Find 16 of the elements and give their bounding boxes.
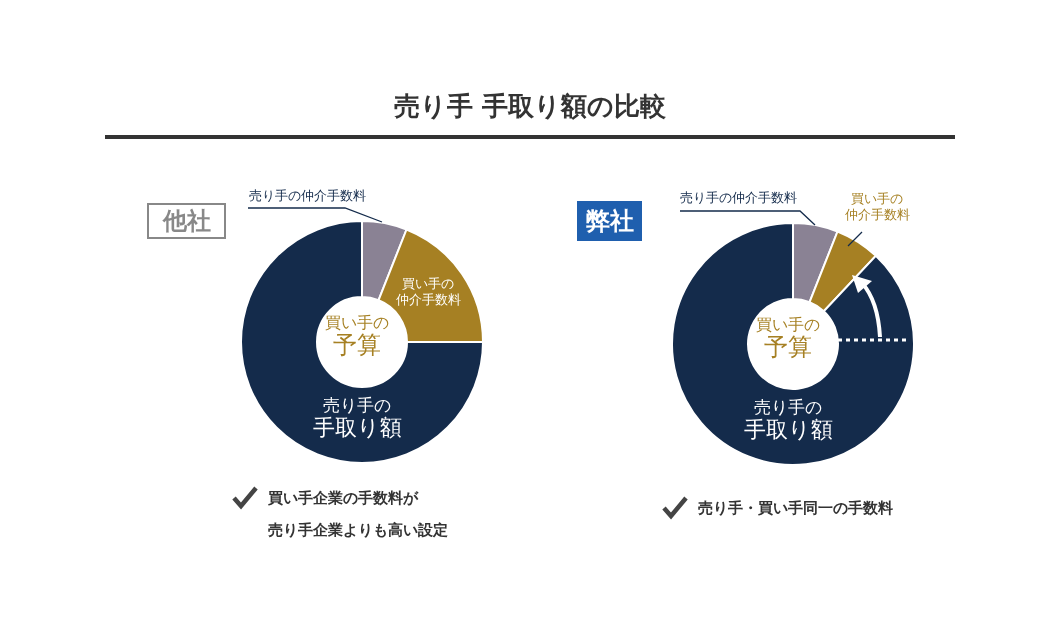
slice-label: 買い手の仲介手数料: [844, 191, 910, 223]
slice-label: 売り手の仲介手数料: [679, 190, 797, 206]
text: 弊社: [577, 201, 642, 241]
slice-label: 売り手の仲介手数料: [248, 188, 366, 204]
text: 買い手企業の手数料が: [268, 488, 418, 508]
text: 他社: [147, 203, 226, 239]
slice-label: 買い手の仲介手数料: [395, 275, 461, 309]
text: 買い手の予算: [756, 315, 820, 362]
text: 売り手・買い手同一の手数料: [698, 498, 893, 518]
donut-slice: [240, 220, 484, 464]
slice-label: 売り手の手取り額: [743, 396, 833, 444]
donut-slice: [671, 222, 915, 466]
chart-title: 売り手 手取り額の比較: [393, 89, 667, 123]
text: 買い手の予算: [325, 313, 389, 360]
slice-label: 売り手の手取り額: [312, 394, 402, 442]
text: 売り手企業よりも高い設定: [268, 520, 448, 540]
